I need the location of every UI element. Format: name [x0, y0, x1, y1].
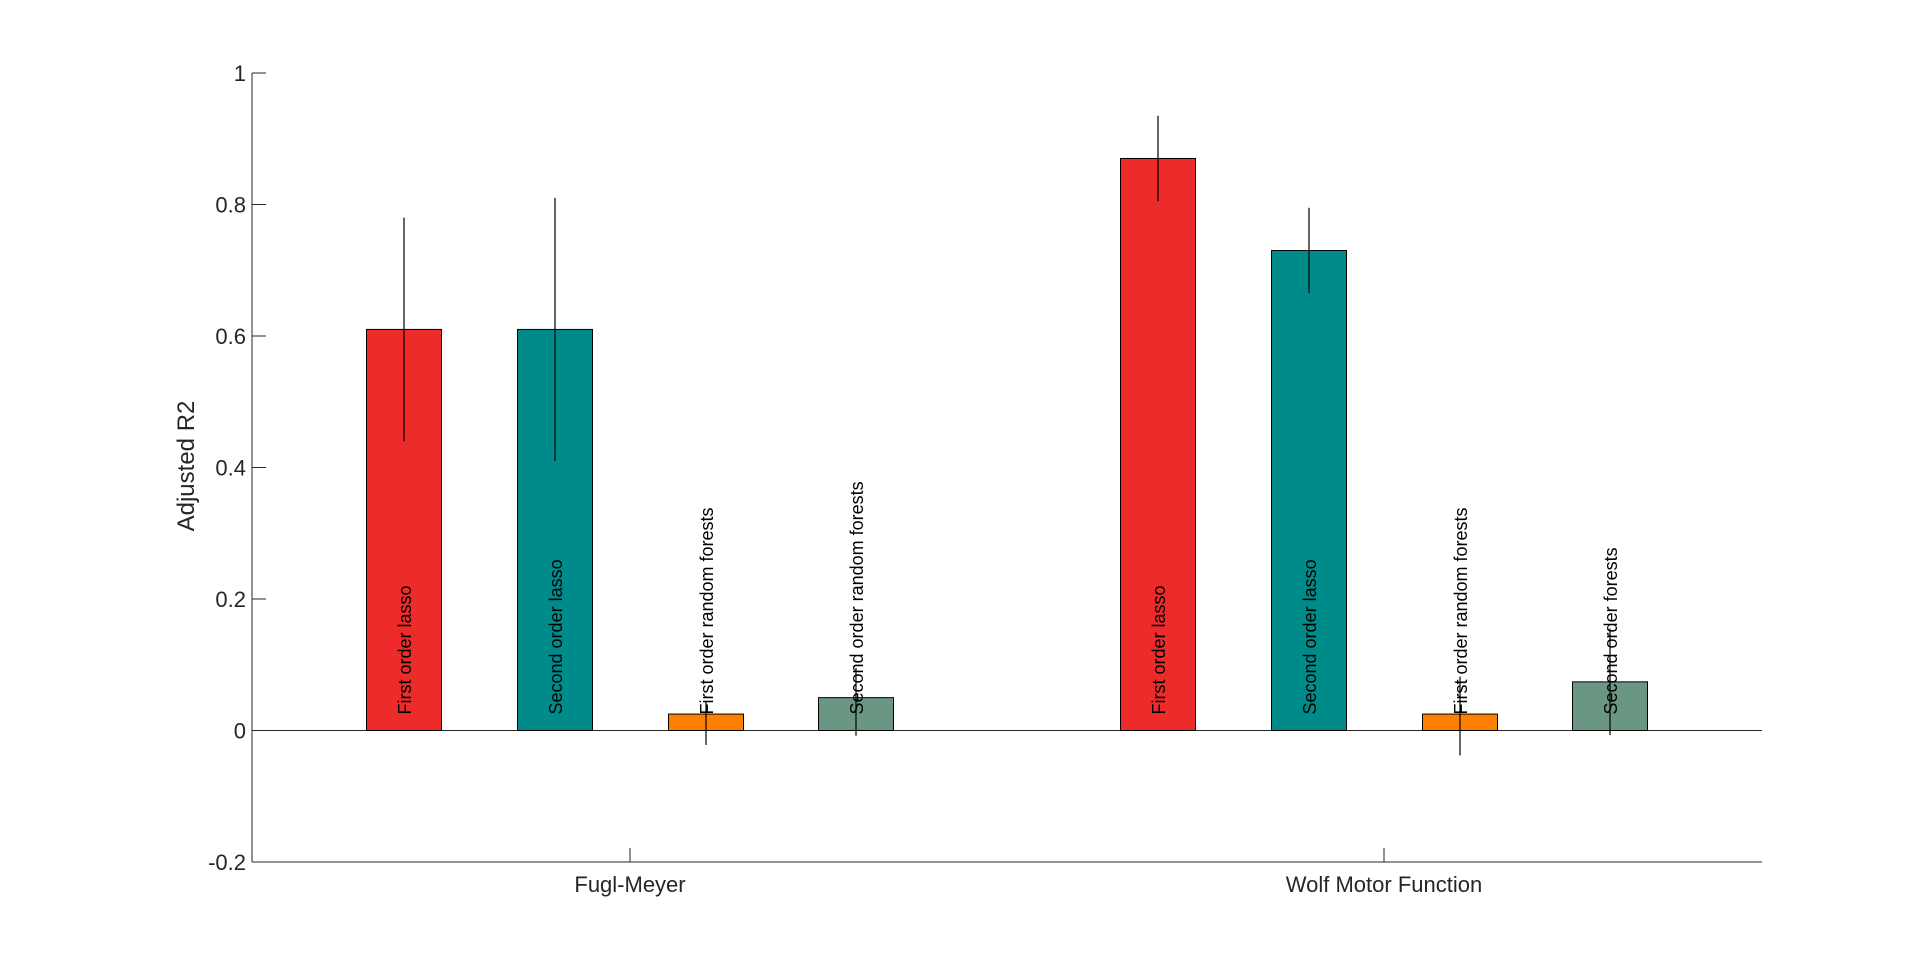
bar [1271, 250, 1347, 731]
y-tick-label: 0 [234, 719, 246, 744]
bar-label: First order lasso [1149, 585, 1169, 714]
bar-label: Second order lasso [1300, 559, 1320, 714]
x-tick-label: Fugl-Meyer [574, 872, 685, 897]
bar-label: First order random forests [697, 507, 717, 714]
bar-label: First order lasso [395, 585, 415, 714]
x-tick-label: Wolf Motor Function [1286, 872, 1482, 897]
y-tick-label: 0.2 [215, 587, 246, 612]
axes: -0.2 0 0.2 0.4 0.6 0.8 1 Fugl-Meyer Wolf Motor F… [208, 61, 1762, 897]
bars [366, 115, 1648, 756]
bar-label: Second order forests [1601, 547, 1621, 714]
bar-label: Second order random forests [847, 481, 867, 714]
y-tick-label: 0.8 [215, 193, 246, 218]
bar-label: Second order lasso [546, 559, 566, 714]
y-tick-label: 0.6 [215, 324, 246, 349]
y-tick-label: 1 [234, 61, 246, 86]
y-axis-title: Adjusted R2 [173, 401, 200, 532]
y-tick-label: -0.2 [208, 850, 246, 875]
y-tick-label: 0.4 [215, 456, 246, 481]
bar-label: First order random forests [1451, 507, 1471, 714]
bar-labels: First order lasso Second order lasso First… [395, 481, 1621, 714]
